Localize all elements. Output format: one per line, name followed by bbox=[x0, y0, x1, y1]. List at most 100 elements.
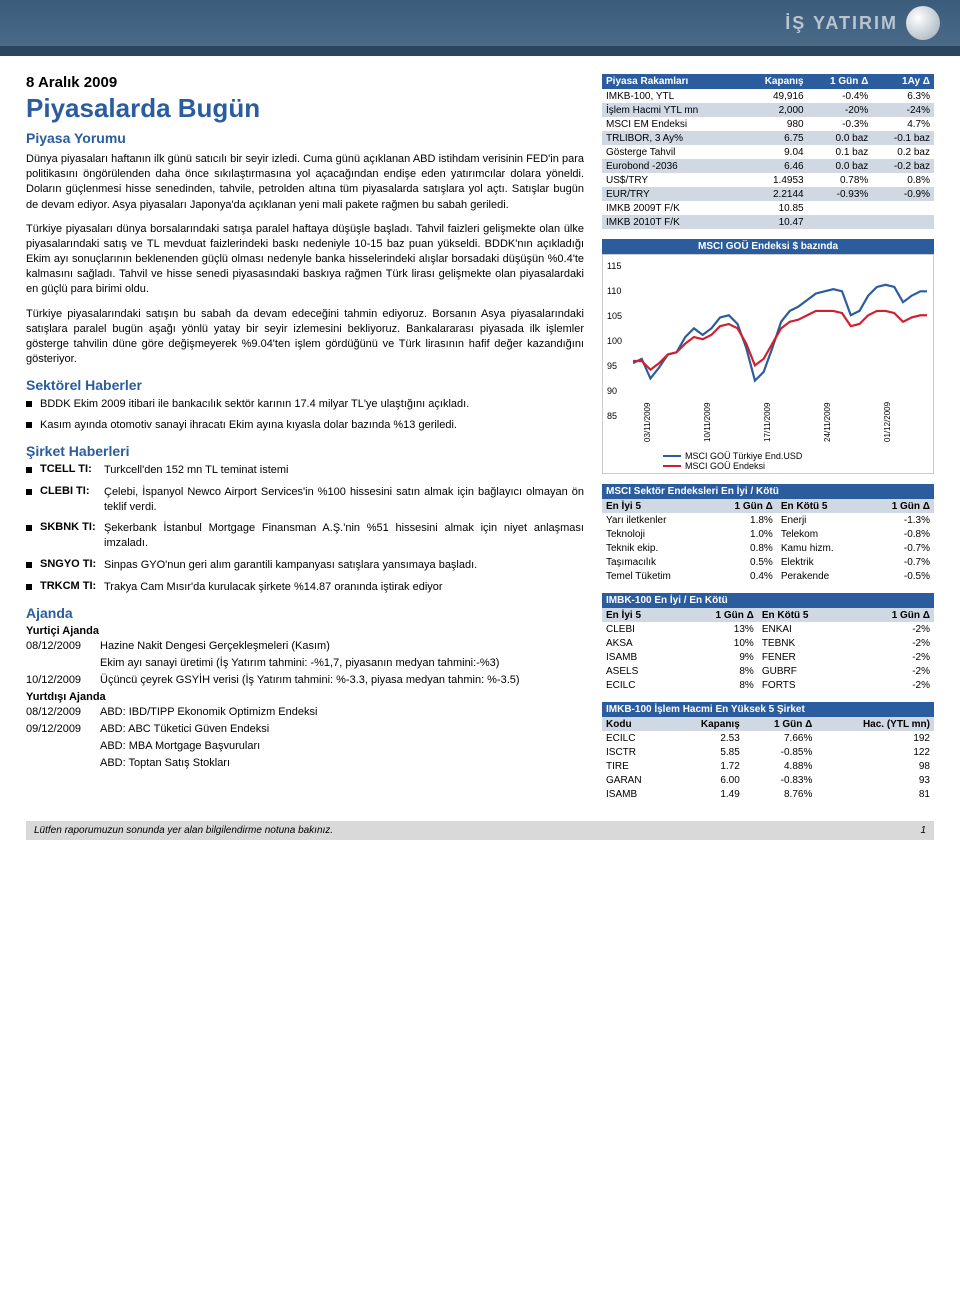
cell: Teknoloji bbox=[602, 527, 709, 541]
th: Piyasa Rakamları bbox=[602, 74, 742, 89]
agenda-row: ABD: Toptan Satış Stokları bbox=[26, 756, 584, 771]
news-text: Çelebi, İspanyol Newco Airport Services'… bbox=[104, 485, 584, 515]
sub-th: 1 Gün Δ bbox=[853, 608, 934, 622]
section-market-comment: Piyasa Yorumu bbox=[26, 130, 584, 146]
cell: EUR/TRY bbox=[602, 187, 742, 201]
company-news-row: TRKCM TI:Trakya Cam Mısır'da kurulacak ş… bbox=[26, 580, 584, 595]
cell: -0.1 baz bbox=[872, 131, 934, 145]
cell: 0.5% bbox=[709, 555, 777, 569]
footer-note: Lütfen raporumuzun sonunda yer alan bilg… bbox=[34, 825, 333, 836]
cell: 980 bbox=[742, 117, 808, 131]
y-tick: 95 bbox=[607, 361, 617, 371]
cell: -2% bbox=[853, 650, 934, 664]
imkb-best-worst-table: IMBK-100 En İyi / En Kötü En İyi 51 Gün … bbox=[602, 593, 934, 692]
agenda-date: 08/12/2009 bbox=[26, 639, 100, 654]
cell: 81 bbox=[816, 787, 934, 801]
cell: 0.4% bbox=[709, 569, 777, 583]
cell: 0.2 baz bbox=[872, 145, 934, 159]
cell: GUBRF bbox=[758, 664, 853, 678]
sub-th: En İyi 5 bbox=[602, 608, 677, 622]
table-row: ECILC8%FORTS-2% bbox=[602, 678, 934, 692]
cell: -0.9% bbox=[872, 187, 934, 201]
cell: -0.7% bbox=[866, 541, 934, 555]
agenda-event: Ekim ayı sanayi üretimi (İş Yatırım tahm… bbox=[100, 656, 584, 671]
ticker: TCELL TI: bbox=[26, 463, 104, 478]
sub-th: 1 Gün Δ bbox=[866, 499, 934, 513]
th: IMBK-100 En İyi / En Kötü bbox=[602, 593, 934, 608]
sub-th: Kapanış bbox=[670, 717, 744, 731]
cell: ECILC bbox=[602, 731, 670, 745]
agenda-date: 08/12/2009 bbox=[26, 705, 100, 720]
x-tick: 10/11/2009 bbox=[703, 403, 712, 442]
body-paragraph: Türkiye piyasaları dünya borsalarındaki … bbox=[26, 222, 584, 298]
news-text: Şekerbank İstanbul Mortgage Finansman A.… bbox=[104, 521, 584, 551]
cell: 2,000 bbox=[742, 103, 808, 117]
header-divider bbox=[0, 46, 960, 56]
cell: -1.3% bbox=[866, 513, 934, 527]
y-tick: 110 bbox=[607, 286, 621, 296]
cell: Telekom bbox=[777, 527, 866, 541]
cell: CLEBI bbox=[602, 622, 677, 636]
cell: FENER bbox=[758, 650, 853, 664]
list-item: Kasım ayında otomotiv sanayi ihracatı Ek… bbox=[26, 418, 584, 433]
sub-th: 1 Gün Δ bbox=[677, 608, 758, 622]
agenda-row: ABD: MBA Mortgage Başvuruları bbox=[26, 739, 584, 754]
cell: 10% bbox=[677, 636, 758, 650]
cell: -0.93% bbox=[808, 187, 873, 201]
cell: Elektrik bbox=[777, 555, 866, 569]
body-paragraph: Dünya piyasaları haftanın ilk günü satıc… bbox=[26, 152, 584, 213]
x-tick: 17/11/2009 bbox=[763, 403, 772, 442]
agenda-event: ABD: Toptan Satış Stokları bbox=[100, 756, 584, 771]
x-tick: 24/11/2009 bbox=[823, 403, 832, 442]
report-date: 8 Aralık 2009 bbox=[26, 74, 584, 91]
table-row: Teknoloji1.0%Telekom-0.8% bbox=[602, 527, 934, 541]
cell: ISAMB bbox=[602, 650, 677, 664]
cell: -0.2 baz bbox=[872, 159, 934, 173]
cell: US$/TRY bbox=[602, 173, 742, 187]
cell: 9% bbox=[677, 650, 758, 664]
ticker: CLEBI TI: bbox=[26, 485, 104, 515]
cell: 6.46 bbox=[742, 159, 808, 173]
agenda-row: Ekim ayı sanayi üretimi (İş Yatırım tahm… bbox=[26, 656, 584, 671]
cell: 8% bbox=[677, 664, 758, 678]
cell: ISCTR bbox=[602, 745, 670, 759]
cell: 0.0 baz bbox=[808, 159, 873, 173]
cell: 0.0 baz bbox=[808, 131, 873, 145]
list-item: BDDK Ekim 2009 itibari ile bankacılık se… bbox=[26, 397, 584, 412]
section-agenda: Ajanda bbox=[26, 605, 584, 621]
msci-chart: 115110105100959085 03/11/200910/11/20091… bbox=[602, 254, 934, 474]
sub-th: 1 Gün Δ bbox=[709, 499, 777, 513]
cell: -0.3% bbox=[808, 117, 873, 131]
cell: IMKB 2010T F/K bbox=[602, 215, 742, 229]
table-row: İşlem Hacmi YTL mn2,000-20%-24% bbox=[602, 103, 934, 117]
section-sector-news: Sektörel Haberler bbox=[26, 377, 584, 393]
table-row: Taşımacılık0.5%Elektrik-0.7% bbox=[602, 555, 934, 569]
market-figures-table: Piyasa RakamlarıKapanış1 Gün Δ1Ay Δ IMKB… bbox=[602, 74, 934, 229]
cell: TRLIBOR, 3 Ay% bbox=[602, 131, 742, 145]
cell: Taşımacılık bbox=[602, 555, 709, 569]
cell: -0.85% bbox=[744, 745, 817, 759]
cell: 6.00 bbox=[670, 773, 744, 787]
sector-news-list: BDDK Ekim 2009 itibari ile bankacılık se… bbox=[26, 397, 584, 433]
body-paragraph: Türkiye piyasalarındaki satışın bu sabah… bbox=[26, 307, 584, 368]
cell: 6.3% bbox=[872, 89, 934, 103]
table-row: CLEBI13%ENKAI-2% bbox=[602, 622, 934, 636]
cell: 4.7% bbox=[872, 117, 934, 131]
brand-text: İŞ YATIRIM bbox=[785, 13, 898, 34]
sub-th: En Kötü 5 bbox=[777, 499, 866, 513]
table-row: Teknik ekip.0.8%Kamu hizm.-0.7% bbox=[602, 541, 934, 555]
cell: ENKAI bbox=[758, 622, 853, 636]
table-row: ECILC2.537.66%192 bbox=[602, 731, 934, 745]
table-row: Eurobond -20366.460.0 baz-0.2 baz bbox=[602, 159, 934, 173]
cell: 122 bbox=[816, 745, 934, 759]
cell: MSCI EM Endeksi bbox=[602, 117, 742, 131]
table-row: GARAN6.00-0.83%93 bbox=[602, 773, 934, 787]
cell: -20% bbox=[808, 103, 873, 117]
table-row: US$/TRY1.49530.78%0.8% bbox=[602, 173, 934, 187]
agenda-row: 09/12/2009ABD: ABC Tüketici Güven Endeks… bbox=[26, 722, 584, 737]
table-row: Gösterge Tahvil9.040.1 baz0.2 baz bbox=[602, 145, 934, 159]
y-tick: 115 bbox=[607, 261, 621, 271]
table-row: MSCI EM Endeksi980-0.3%4.7% bbox=[602, 117, 934, 131]
table-row: IMKB-100, YTL49,916-0.4%6.3% bbox=[602, 89, 934, 103]
cell: 49,916 bbox=[742, 89, 808, 103]
